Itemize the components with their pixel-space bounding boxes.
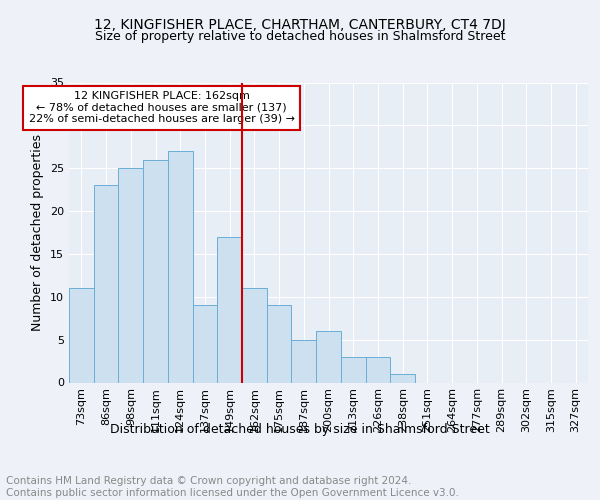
Bar: [94, 186, 118, 382]
Text: Distribution of detached houses by size in Shalmsford Street: Distribution of detached houses by size …: [110, 422, 490, 436]
Bar: [118, 168, 143, 382]
Text: Contains HM Land Registry data © Crown copyright and database right 2024.
Contai: Contains HM Land Registry data © Crown c…: [6, 476, 459, 498]
Bar: [292, 340, 316, 382]
Y-axis label: Number of detached properties: Number of detached properties: [31, 134, 44, 331]
Bar: [242, 288, 267, 382]
Bar: [168, 151, 193, 382]
Bar: [365, 357, 390, 382]
Text: 12 KINGFISHER PLACE: 162sqm
← 78% of detached houses are smaller (137)
22% of se: 12 KINGFISHER PLACE: 162sqm ← 78% of det…: [29, 91, 295, 124]
Bar: [193, 306, 217, 382]
Text: Size of property relative to detached houses in Shalmsford Street: Size of property relative to detached ho…: [95, 30, 505, 43]
Bar: [217, 237, 242, 382]
Bar: [316, 331, 341, 382]
Bar: [390, 374, 415, 382]
Bar: [143, 160, 168, 382]
Text: 12, KINGFISHER PLACE, CHARTHAM, CANTERBURY, CT4 7DJ: 12, KINGFISHER PLACE, CHARTHAM, CANTERBU…: [94, 18, 506, 32]
Bar: [267, 306, 292, 382]
Bar: [69, 288, 94, 382]
Bar: [341, 357, 365, 382]
